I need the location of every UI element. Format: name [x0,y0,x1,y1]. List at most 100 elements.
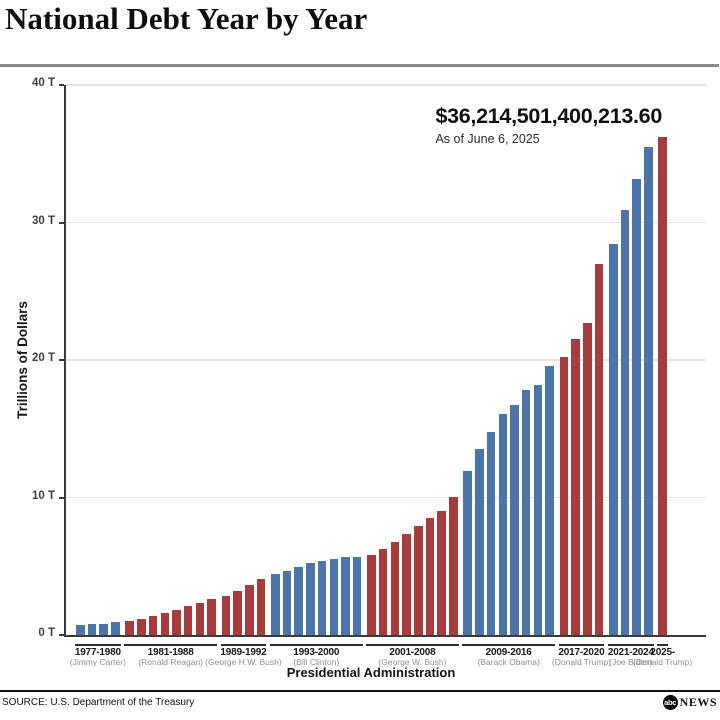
group-underline [366,644,459,646]
debt-bar [183,605,193,635]
y-tick-label: 40 T [31,77,55,89]
debt-bar [486,431,496,635]
group-year-label: 2001-2008 [389,647,436,658]
debt-bar [559,356,569,635]
group-year-label: 1993-2000 [293,647,340,658]
source-credit: SOURCE: U.S. Department of the Treasury [2,697,195,708]
group-year-label: 2021-2024 [607,647,654,658]
group-underline [558,644,605,646]
debt-bar [402,533,411,635]
gridline-30t [66,221,706,224]
y-tick-label: 10 T [31,489,55,502]
debt-bar [256,579,266,635]
debt-bar [111,622,120,635]
debt-bar [545,365,554,635]
y-axis-line [64,85,66,635]
debt-bar [437,511,446,635]
debt-bar [475,448,484,635]
title-divider [0,64,719,67]
group-president-label: (George H.W. Bush) [205,657,282,667]
debt-bar [306,563,315,635]
debt-bar [271,574,280,635]
group-year-label: 2017-2020 [558,647,605,658]
debt-bar [583,322,592,635]
abc-news-wordmark: NEWS [679,695,717,709]
debt-bar [463,471,472,635]
debt-bar [378,549,388,635]
debt-bar [620,209,630,635]
debt-total-amount: $36,214,501,400,213.60 [435,104,662,128]
gridline-20t [66,359,706,361]
gridline-10t [66,496,706,499]
debt-bar [207,599,216,635]
debt-bar [390,541,400,635]
y-tick-mark [59,634,64,636]
group-president-label: (Jimmy Carter) [69,657,126,667]
y-tick-mark [59,84,64,86]
group-year-label: 2009-2016 [485,647,532,658]
debt-bar [498,414,508,635]
x-axis-title: Presidential Administration [286,665,456,680]
group-year-label: 1989-1992 [220,647,267,658]
debt-bar [352,557,362,635]
group-president-label: (Ronald Reagan) [138,657,203,667]
footer-divider [0,690,720,692]
group-underline [75,644,121,646]
debt-bar [449,497,458,635]
group-underline [608,644,654,646]
group-president-label: (George W. Bush) [378,657,447,667]
debt-bar [125,621,134,635]
debt-bar [644,147,653,635]
y-tick-mark [59,496,64,499]
page-title: National Debt Year by Year [5,1,368,36]
group-president-label: (Barack Obama) [477,657,540,667]
debt-total-asof-date: As of June 6, 2025 [435,132,540,146]
group-year-label: 1977-1980 [74,647,121,658]
debt-bar [221,595,231,635]
group-year-label: 1981-1988 [147,647,194,658]
group-president-label: (Bill Clinton) [293,657,340,667]
group-year-label: 2025- [650,647,675,658]
debt-bar [148,616,158,635]
group-president-label: (Donald Trump) [551,657,611,667]
group-underline [220,644,267,646]
y-tick-mark [59,221,64,224]
debt-total-annotation: $36,214,501,400,213.60 As of June 6, 202… [435,104,662,146]
debt-bar [425,517,435,635]
group-underline [270,644,363,646]
debt-bar [294,566,303,635]
gridline-40t [66,84,706,86]
debt-bar [510,404,519,635]
group-underline [657,644,668,646]
group-underline [462,644,555,646]
y-tick-mark [59,359,64,361]
y-tick-label: 20 T [31,352,55,364]
debt-bar [658,137,667,635]
debt-bar [533,385,543,635]
abc-logo-icon: abc [662,695,678,710]
debt-bar [233,590,242,635]
debt-bar [367,555,376,635]
debt-bar [414,525,423,635]
debt-bar [329,558,339,635]
debt-bar [99,623,108,635]
y-tick-label: 0 T [38,627,55,639]
debt-bar [137,619,146,635]
y-tick-label: 30 T [31,214,55,227]
debt-bar [245,584,254,635]
debt-bar [76,625,85,635]
debt-bar [195,602,205,635]
group-president-label: (Donald Trump) [633,657,693,667]
debt-bar [521,389,531,635]
debt-bar [571,339,580,635]
debt-bar [172,609,181,635]
debt-bar [594,264,604,635]
debt-bar [317,560,327,635]
debt-bar [341,557,350,635]
debt-bar [609,244,618,635]
debt-bar [282,570,292,635]
group-underline [124,644,217,646]
debt-bar [87,624,97,635]
debt-bar [632,178,641,635]
